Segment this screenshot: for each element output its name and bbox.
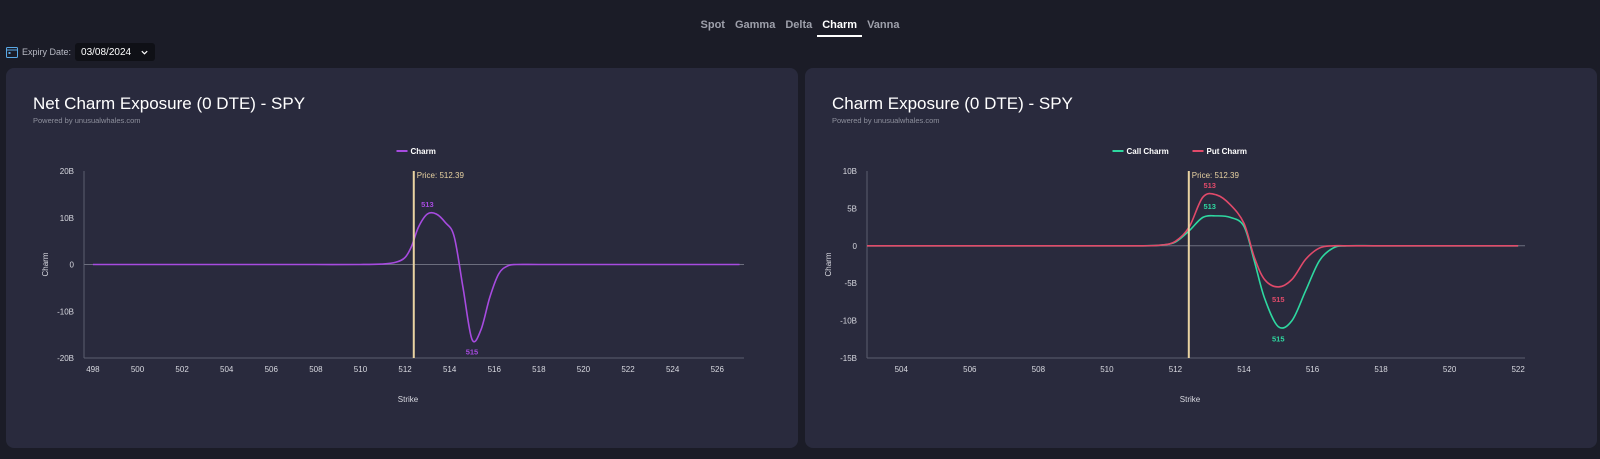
- net-charm-panel: Net Charm Exposure (0 DTE) - SPY Powered…: [6, 68, 798, 448]
- chart-title: Net Charm Exposure (0 DTE) - SPY: [33, 94, 306, 113]
- x-tick-label: 500: [131, 365, 145, 374]
- x-tick-label: 512: [1169, 365, 1183, 374]
- y-tick-label: -15B: [840, 354, 857, 363]
- x-tick-label: 522: [621, 365, 635, 374]
- x-tick-label: 520: [1443, 365, 1457, 374]
- price-label: Price: 512.39: [1192, 171, 1240, 180]
- tab-delta[interactable]: Delta: [785, 19, 813, 31]
- expiry-date-select[interactable]: 03/08/2024: [75, 43, 156, 61]
- y-tick-label: 20B: [60, 167, 74, 176]
- data-label: 515: [1272, 295, 1285, 304]
- x-tick-label: 506: [963, 365, 977, 374]
- legend-label: Call Charm: [1127, 147, 1169, 156]
- net-charm-chart: 20B 10B 0 -10B -20B 498 500 502 504 506 508 510 512 5…: [41, 147, 744, 404]
- tab-charm[interactable]: Charm: [817, 19, 863, 37]
- tab-spot[interactable]: Spot: [700, 19, 725, 31]
- data-label: 515: [1272, 335, 1285, 344]
- x-tick-label: 514: [443, 365, 457, 374]
- tab-gamma[interactable]: Gamma: [734, 19, 776, 31]
- y-tick-label: 5B: [847, 204, 857, 213]
- y-tick-label: 10B: [843, 167, 857, 176]
- chart-subtitle: Powered by unusualwhales.com: [33, 116, 141, 125]
- expiry-date-label: Expiry Date:: [22, 47, 72, 57]
- series-line: [92, 211, 740, 343]
- expiry-date-value: 03/08/2024: [81, 46, 132, 58]
- expiry-toolbar: Expiry Date: 03/08/2024: [6, 43, 156, 61]
- x-tick-label: 512: [398, 365, 412, 374]
- x-tick-label: 508: [309, 365, 323, 374]
- series-line: [867, 214, 1519, 329]
- y-tick-label: -10B: [57, 307, 74, 316]
- chart-subtitle: Powered by unusualwhales.com: [832, 116, 940, 125]
- y-tick-label: -10B: [840, 317, 857, 326]
- x-tick-label: 516: [488, 365, 502, 374]
- legend-label: Put Charm: [1207, 147, 1247, 156]
- x-tick-label: 502: [175, 365, 189, 374]
- series-line: [867, 192, 1519, 288]
- y-axis-title: Charm: [824, 252, 833, 276]
- x-tick-label: 514: [1237, 365, 1251, 374]
- x-tick-label: 522: [1511, 365, 1525, 374]
- price-label: Price: 512.39: [417, 171, 465, 180]
- y-tick-label: 0: [853, 242, 858, 251]
- y-axis-title: Charm: [41, 252, 50, 276]
- chart-type-tabs: Spot Gamma Delta Charm Vanna: [0, 0, 1600, 42]
- x-tick-label: 506: [265, 365, 279, 374]
- data-label: 515: [466, 347, 479, 356]
- x-tick-label: 510: [354, 365, 368, 374]
- x-tick-label: 504: [220, 365, 234, 374]
- calendar-icon: [6, 47, 18, 58]
- x-tick-label: 526: [711, 365, 725, 374]
- data-label: 513: [421, 200, 434, 209]
- charm-exposure-chart: 10B 5B 0 -5B -10B -15B 504 506 508 510 512 514 516 51…: [824, 147, 1525, 404]
- chevron-down-icon: [141, 50, 148, 55]
- x-tick-label: 508: [1032, 365, 1046, 374]
- chart-title: Charm Exposure (0 DTE) - SPY: [832, 94, 1073, 113]
- tab-vanna[interactable]: Vanna: [867, 19, 900, 31]
- x-tick-label: 498: [86, 365, 100, 374]
- x-tick-label: 518: [1374, 365, 1388, 374]
- y-tick-label: -20B: [57, 354, 74, 363]
- y-tick-label: 0: [70, 261, 75, 270]
- x-tick-label: 516: [1306, 365, 1320, 374]
- data-label: 513: [1203, 181, 1216, 190]
- x-tick-label: 510: [1100, 365, 1114, 374]
- x-axis-title: Strike: [1180, 395, 1201, 404]
- x-tick-label: 518: [532, 365, 546, 374]
- x-tick-label: 504: [895, 365, 909, 374]
- x-tick-label: 520: [577, 365, 591, 374]
- y-tick-label: 10B: [60, 214, 74, 223]
- data-label: 513: [1203, 202, 1216, 211]
- y-tick-label: -5B: [845, 279, 857, 288]
- x-tick-label: 524: [666, 365, 680, 374]
- legend-label: Charm: [411, 147, 436, 156]
- x-axis-title: Strike: [398, 395, 419, 404]
- charm-exposure-panel: Charm Exposure (0 DTE) - SPY Powered by …: [805, 68, 1597, 448]
